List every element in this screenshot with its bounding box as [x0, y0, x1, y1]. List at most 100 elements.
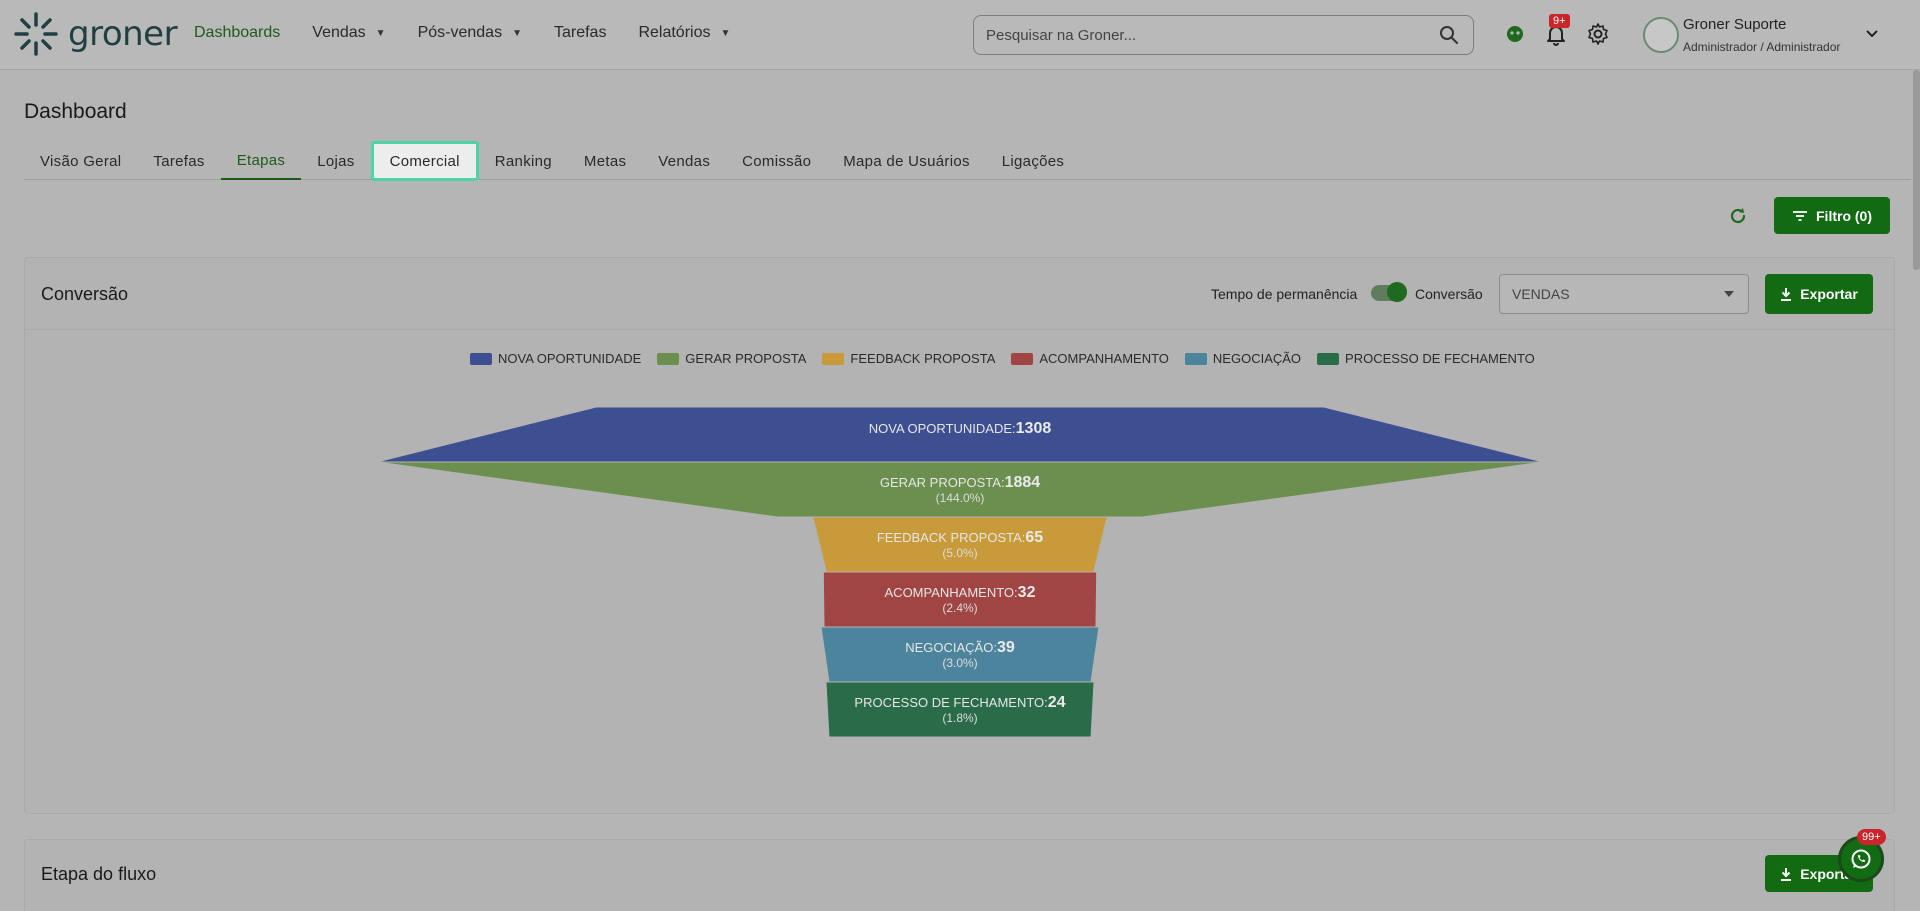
- legend-item-nova-oportunidade[interactable]: NOVA OPORTUNIDADE: [470, 351, 641, 366]
- conversion-card-header: Conversão: [25, 258, 1894, 330]
- pipeline-select[interactable]: VENDAS: [1499, 274, 1749, 314]
- logo-text: groner: [68, 14, 178, 54]
- tab-vendas[interactable]: Vendas: [658, 152, 711, 170]
- search-icon[interactable]: [1439, 25, 1459, 45]
- funnel-stage-value: 32: [1018, 584, 1036, 601]
- refresh-icon[interactable]: [1728, 206, 1748, 226]
- funnel-stage-name: PROCESSO DE FECHAMENTO:: [854, 695, 1047, 710]
- legend-label: NEGOCIAÇÃO: [1212, 351, 1302, 366]
- chevron-down-icon[interactable]: [1864, 26, 1880, 42]
- funnel-stage-percent: (144.0%): [936, 491, 985, 505]
- tab-visao-geral[interactable]: Visão Geral: [40, 152, 122, 170]
- chat-bot-icon[interactable]: [1503, 22, 1527, 46]
- download-icon: [1781, 867, 1792, 881]
- toggle-right-label: Conversão: [1415, 286, 1483, 302]
- funnel-legend: NOVA OPORTUNIDADE GERAR PROPOSTA FEEDBAC…: [470, 351, 1541, 366]
- user-role: Administrador / Administrador: [1683, 40, 1841, 54]
- funnel-label: GERAR PROPOSTA:1884: [880, 474, 1040, 491]
- legend-item-gerar-proposta[interactable]: GERAR PROPOSTA: [657, 351, 806, 366]
- legend-swatch: [657, 352, 680, 365]
- legend-label: FEEDBACK PROPOSTA: [850, 351, 996, 366]
- nav-vendas-label: Vendas: [312, 24, 366, 41]
- chat-badge: 99+: [1857, 829, 1886, 845]
- tab-lojas[interactable]: Lojas: [317, 152, 355, 170]
- funnel-stage-value: 1308: [1016, 420, 1052, 437]
- whatsapp-icon: [1851, 849, 1871, 869]
- tab-comercial[interactable]: Comercial: [370, 141, 479, 181]
- nav-relatorios[interactable]: Relatórios ▼: [638, 24, 730, 42]
- caret-down-icon: ▼: [375, 27, 386, 39]
- nav-vendas[interactable]: Vendas ▼: [312, 24, 385, 42]
- funnel-label: FEEDBACK PROPOSTA:65: [877, 529, 1043, 546]
- funnel-stage-percent: (3.0%): [942, 656, 977, 670]
- tab-metas[interactable]: Metas: [583, 152, 627, 170]
- user-name[interactable]: Groner Suporte: [1683, 16, 1787, 33]
- funnel-stage-percent: (2.4%): [942, 601, 977, 615]
- filter-icon: [1793, 210, 1807, 221]
- legend-swatch: [1317, 352, 1340, 365]
- pipeline-select-value: VENDAS: [1512, 286, 1570, 302]
- export-button[interactable]: Exportar: [1765, 274, 1873, 314]
- search-box: [973, 15, 1474, 55]
- legend-swatch: [822, 352, 845, 365]
- gear-icon[interactable]: [1586, 22, 1610, 46]
- funnel-stage-name: ACOMPANHAMENTO:: [885, 585, 1018, 600]
- groner-logo-icon: [14, 12, 58, 56]
- legend-swatch: [1011, 352, 1034, 365]
- legend-item-acompanhamento[interactable]: ACOMPANHAMENTO: [1011, 351, 1169, 366]
- funnel-stage-value: 1884: [1005, 474, 1041, 491]
- search-input[interactable]: [974, 16, 1414, 54]
- download-icon: [1781, 288, 1792, 301]
- nav-pos-vendas[interactable]: Pós-vendas ▼: [418, 24, 522, 42]
- funnel-stage-name: FEEDBACK PROPOSTA:: [877, 530, 1026, 545]
- main-nav: Dashboards Vendas ▼ Pós-vendas ▼ Tarefas R…: [194, 24, 762, 42]
- nav-relatorios-label: Relatórios: [638, 24, 711, 41]
- notification-badge: 9+: [1549, 14, 1570, 28]
- tab-etapas[interactable]: Etapas: [220, 142, 302, 180]
- flow-card-title: Etapa do fluxo: [41, 864, 157, 884]
- tab-mapa-de-usuarios[interactable]: Mapa de Usuários: [843, 152, 970, 170]
- filter-button[interactable]: Filtro (0): [1774, 197, 1890, 234]
- legend-item-negociacao[interactable]: NEGOCIAÇÃO: [1184, 351, 1302, 366]
- conversion-card-title: Conversão: [41, 284, 129, 304]
- legend-label: ACOMPANHAMENTO: [1039, 351, 1169, 366]
- nav-tarefas[interactable]: Tarefas: [554, 24, 606, 42]
- funnel-stage-value: 24: [1048, 694, 1066, 711]
- funnel-stage-name: NOVA OPORTUNIDADE:: [869, 421, 1016, 436]
- funnel-stage-name: GERAR PROPOSTA:: [880, 475, 1005, 490]
- tab-ligacoes[interactable]: Ligações: [1001, 152, 1065, 170]
- funnel-label: NEGOCIAÇÃO:39: [905, 639, 1015, 656]
- conversion-toggle[interactable]: [1371, 282, 1407, 302]
- funnel-stage-percent: (1.8%): [942, 711, 977, 725]
- legend-swatch: [1184, 352, 1207, 365]
- groner-logo[interactable]: groner: [12, 10, 178, 58]
- legend-item-feedback-proposta[interactable]: FEEDBACK PROPOSTA: [822, 351, 995, 366]
- filter-button-label: Filtro (0): [1816, 207, 1872, 224]
- avatar[interactable]: [1643, 17, 1679, 53]
- caret-down-icon: ▼: [512, 27, 522, 39]
- export-button-label: Exportar: [1800, 286, 1858, 302]
- funnel-stage-value: 65: [1025, 529, 1043, 546]
- tab-comissao[interactable]: Comissão: [742, 152, 812, 170]
- funnel-label: NOVA OPORTUNIDADE:1308: [869, 420, 1052, 437]
- page-scrollbar[interactable]: [1913, 70, 1920, 270]
- tab-tarefas[interactable]: Tarefas: [153, 152, 205, 170]
- caret-down-icon: ▼: [720, 27, 731, 39]
- dashboard-tabs: Visão Geral Tarefas Etapas Lojas Comerci…: [24, 141, 1911, 181]
- top-navbar: groner Dashboards Vendas ▼ Pós-vendas ▼ Ta…: [0, 0, 1920, 70]
- flow-card: Etapa do fluxo: [24, 839, 1895, 911]
- funnel-label: ACOMPANHAMENTO:32: [885, 584, 1036, 601]
- tab-ranking[interactable]: Ranking: [494, 152, 552, 170]
- legend-item-processo-de-fechamento[interactable]: PROCESSO DE FECHAMENTO: [1317, 351, 1535, 366]
- nav-dashboards[interactable]: Dashboards: [194, 24, 280, 42]
- funnel-segment-gerar[interactable]: [376, 461, 1544, 518]
- nav-dashboards-label: Dashboards: [194, 24, 281, 41]
- caret-down-icon: [1724, 291, 1734, 297]
- legend-swatch: [470, 352, 492, 365]
- nav-tarefas-label: Tarefas: [553, 24, 607, 41]
- legend-label: PROCESSO DE FECHAMENTO: [1345, 351, 1535, 366]
- funnel-stage-value: 39: [997, 639, 1015, 656]
- funnel-stage-name: NEGOCIAÇÃO:: [905, 640, 997, 655]
- funnel-segment-fechamento[interactable]: [825, 681, 1095, 738]
